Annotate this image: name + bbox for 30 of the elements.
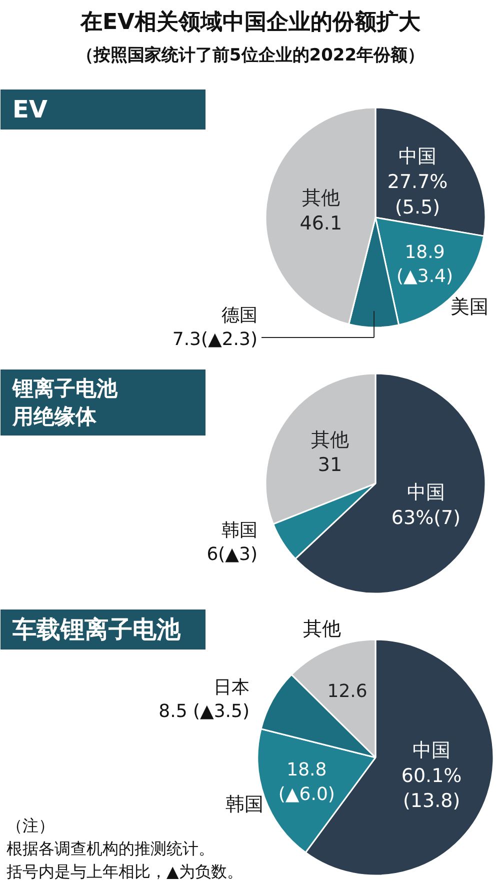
text: 锂离子电池用绝缘体 xyxy=(12,376,118,428)
data-label: 18.8 (▲6.0) xyxy=(278,760,335,805)
text: 在EV相关领域中国企业的份额扩大 xyxy=(79,9,422,35)
data-label: 63%(7) xyxy=(391,506,461,529)
slice-label: 德国 xyxy=(222,304,258,326)
slice-label: 美国 xyxy=(450,296,488,318)
text: 根据各调查机构的推测统计。 xyxy=(6,839,214,858)
text: （按照国家统计了前5位企业的2022年份额） xyxy=(76,46,425,66)
slice-label: 其他 xyxy=(302,187,340,210)
data-label: 18.9 (▲3.4) xyxy=(396,242,454,288)
data-label: 60.1% (13.8) xyxy=(401,764,462,812)
data-label: 31 xyxy=(318,454,342,476)
data-label: 46.1 xyxy=(300,212,342,234)
slice-label: 其他 xyxy=(302,618,341,640)
data-label: 27.7% (5.5) xyxy=(387,171,448,218)
data-label: 7.3(▲2.3) xyxy=(172,329,258,350)
slice-label: 中国 xyxy=(398,146,437,168)
slice-label: 韩国 xyxy=(222,520,258,541)
data-label: 12.6 xyxy=(327,680,368,702)
slice-label: 中国 xyxy=(412,740,451,762)
slice-label: 日本 xyxy=(214,677,250,698)
data-label: 6(▲3) xyxy=(206,544,258,566)
data-label: 8.5 (▲3.5) xyxy=(158,701,250,722)
slice-label: 中国 xyxy=(406,482,445,504)
chart-title: 车载锂离子电池 xyxy=(12,616,182,644)
text: （注） xyxy=(6,816,54,835)
slice-label: 其他 xyxy=(311,428,350,451)
chart-title: EV xyxy=(12,96,48,124)
slice-label: 韩国 xyxy=(225,794,264,816)
text: 括号内是与上年相比，▲为负数。 xyxy=(6,862,243,881)
